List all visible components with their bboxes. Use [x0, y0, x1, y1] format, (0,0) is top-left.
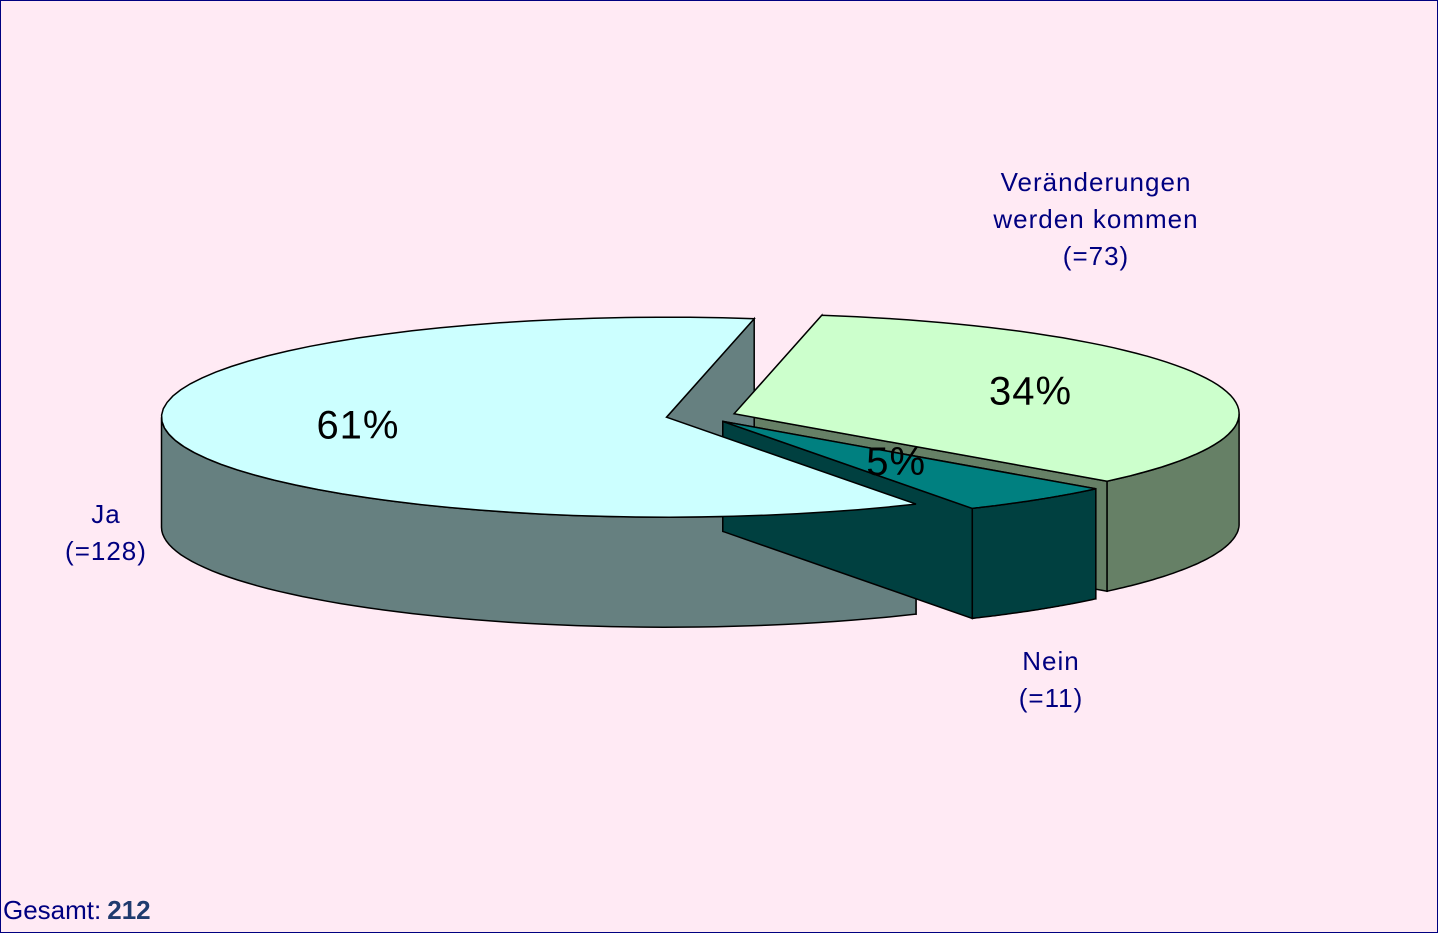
- slice-wall: [971, 487, 1097, 620]
- category-label: Nein (=11): [971, 643, 1131, 717]
- category-name: Nein: [1022, 646, 1080, 676]
- slice: [722, 420, 1096, 510]
- value-label: 34%: [989, 369, 1072, 413]
- category-label: Ja (=128): [31, 496, 181, 570]
- slice: [732, 314, 1240, 482]
- value-label: 61%: [316, 403, 399, 447]
- total: Gesamt: 212: [3, 895, 151, 926]
- category-label: Veränderungen werden kommen (=73): [951, 164, 1241, 275]
- slice: [160, 316, 917, 518]
- count-label: (=128): [65, 536, 147, 566]
- total-label: Gesamt:: [3, 895, 102, 925]
- category-name: Ja: [91, 499, 121, 529]
- count-label: (=73): [1062, 241, 1130, 271]
- total-value: 212: [107, 895, 151, 925]
- category-name: Veränderungen werden kommen: [993, 167, 1199, 234]
- value-label: 5%: [866, 440, 926, 484]
- count-label: (=11): [1018, 683, 1084, 713]
